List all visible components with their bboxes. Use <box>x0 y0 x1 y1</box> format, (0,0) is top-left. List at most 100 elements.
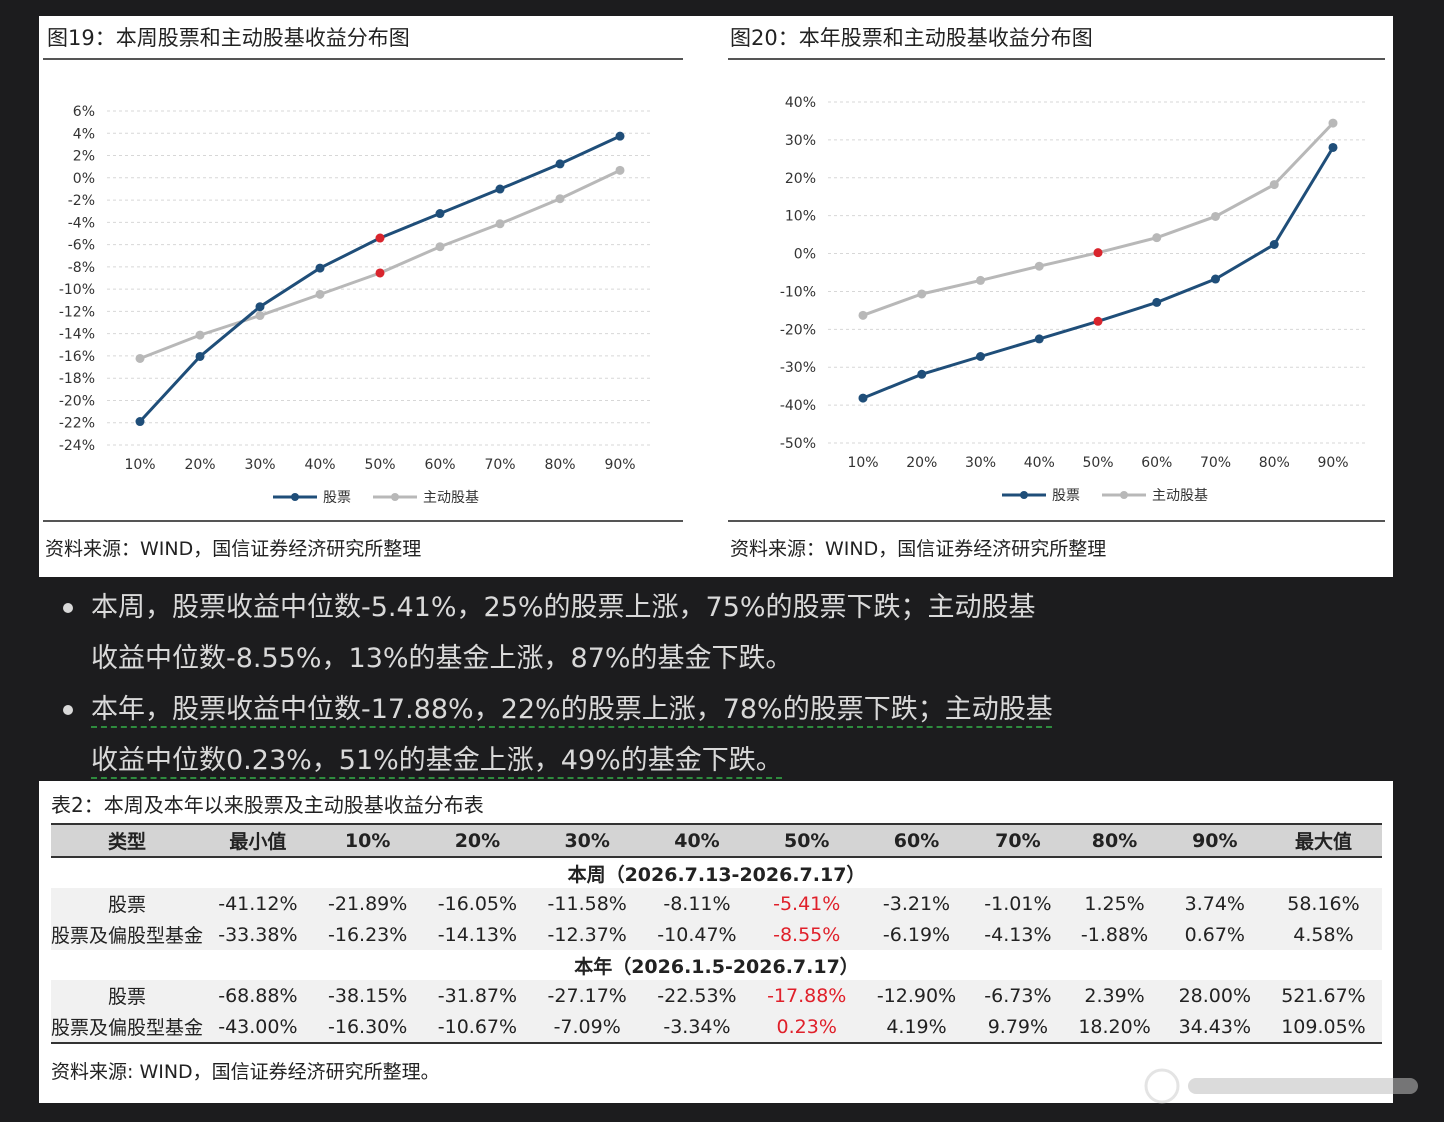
data-point <box>555 194 565 204</box>
col-header: 最小值 <box>203 823 313 858</box>
data-point <box>1211 274 1220 284</box>
table-row: 股票及偏股型基金 -43.00% -16.30% -10.67% -7.09% -3.34… <box>51 1011 1382 1044</box>
row-label: 股票 <box>51 980 204 1011</box>
row-label: 股票 <box>51 888 204 919</box>
series-line-stocks <box>138 134 621 423</box>
col-header: 最大值 <box>1264 823 1382 858</box>
bullet-weekly: 本周，股票收益中位数-5.41%，25%的股票上涨，75%的股票下跌；主动股基 … <box>60 582 1220 684</box>
table-header-row: 类型 最小值 10% 20% 30% 40% 50% 60% 70% 80% 9… <box>51 823 1382 858</box>
data-point <box>615 131 625 141</box>
table-cell: 28.00% <box>1164 980 1265 1011</box>
col-header: 60% <box>861 823 972 858</box>
legend-swatch-dot <box>1020 491 1028 499</box>
x-tick-label: 10% <box>124 457 155 473</box>
x-tick-label: 10% <box>847 455 878 471</box>
x-tick-label: 80% <box>1259 455 1290 471</box>
data-point <box>1269 240 1279 250</box>
data-point <box>135 353 145 363</box>
table-cell: 1.25% <box>1064 888 1165 919</box>
fig20-source: 资料来源：WIND，国信证券经济研究所整理 <box>730 538 1107 560</box>
table-cell: -4.13% <box>971 919 1065 950</box>
series-line-active-funds <box>862 122 1335 317</box>
x-tick-label: 60% <box>424 457 455 473</box>
table-cell: -41.12% <box>203 888 313 919</box>
table-cell: 4.19% <box>861 1011 972 1044</box>
x-tick-label: 40% <box>304 457 335 473</box>
data-point <box>255 302 265 312</box>
bullet-dot <box>63 705 73 715</box>
table-cell: -68.88% <box>203 980 313 1011</box>
y-tick-label: 10% <box>785 209 816 225</box>
legend-swatch-dot <box>391 493 399 501</box>
fig19-title: 图19：本周股票和主动股基收益分布图 <box>47 26 410 50</box>
bullet-weekly-line1: 本周，股票收益中位数-5.41%，25%的股票上涨，75%的股票下跌；主动股基 <box>91 592 1036 623</box>
row-label: 股票及偏股型基金 <box>51 919 204 950</box>
legend-label: 主动股基 <box>1152 487 1208 504</box>
table-cell: -43.00% <box>203 1011 313 1044</box>
y-tick-label: -14% <box>59 327 95 343</box>
table-cell: -14.13% <box>422 919 533 950</box>
table-cell: -31.87% <box>422 980 533 1011</box>
table-cell: -1.88% <box>1064 919 1165 950</box>
data-point <box>1093 248 1103 258</box>
bullet-ytd-line2: 收益中位数0.23%，51%的基金上涨，49%的基金下跌。 <box>91 745 783 776</box>
x-tick-label: 90% <box>1317 455 1348 471</box>
watermark-logo <box>1144 1068 1418 1104</box>
table-cell: -27.17% <box>532 980 643 1011</box>
data-point <box>1269 180 1279 190</box>
table-cell: 521.67% <box>1264 980 1382 1011</box>
table-cell: 4.58% <box>1264 919 1382 950</box>
data-point <box>917 369 927 379</box>
fig20-source-rule <box>728 520 1385 522</box>
data-point <box>195 351 205 361</box>
table-cell: -12.90% <box>861 980 972 1011</box>
x-tick-label: 30% <box>965 455 996 471</box>
table-cell: -22.53% <box>642 980 752 1011</box>
data-point <box>195 330 205 340</box>
data-point <box>1152 233 1162 243</box>
table-cell: -38.15% <box>312 980 423 1011</box>
data-point <box>976 351 985 361</box>
table-cell: -6.19% <box>861 919 972 950</box>
bullet-dot <box>63 603 73 613</box>
y-tick-label: -4% <box>68 215 95 231</box>
col-header: 类型 <box>51 823 204 858</box>
y-tick-label: -12% <box>59 304 95 320</box>
data-point <box>315 289 325 299</box>
data-point <box>1152 297 1162 307</box>
data-point <box>858 310 868 320</box>
table-cell: -3.34% <box>642 1011 752 1044</box>
fig19-title-rule <box>43 58 683 60</box>
y-tick-label: 6% <box>73 104 95 120</box>
table-cell: 34.43% <box>1164 1011 1265 1044</box>
series-line-stocks <box>862 146 1335 400</box>
table-section-row: 本周（2026.7.13-2026.7.17） <box>51 857 1382 888</box>
table-cell: -3.21% <box>861 888 972 919</box>
data-point <box>495 184 505 194</box>
y-tick-label: -20% <box>780 322 816 338</box>
data-point <box>615 165 625 175</box>
legend-swatch-dot <box>1120 491 1128 499</box>
y-tick-label: 30% <box>785 133 816 149</box>
fig19-source: 资料来源：WIND，国信证券经济研究所整理 <box>45 538 422 560</box>
table-cell: 9.79% <box>971 1011 1065 1044</box>
data-point <box>555 159 565 169</box>
y-tick-label: -2% <box>68 193 95 209</box>
chart-ytd-distribution: 40% 30% 20% 10% 0% -10% -20% -30% -40% -50% 10% 20%… <box>780 95 1368 504</box>
section-label: 本周（2026.7.13-2026.7.17） <box>51 857 1382 888</box>
distribution-table: 类型 最小值 10% 20% 30% 40% 50% 60% 70% 80% 9… <box>51 823 1382 1044</box>
y-tick-label: -50% <box>780 436 816 452</box>
x-tick-label: 70% <box>1200 455 1231 471</box>
x-tick-label: 30% <box>244 457 275 473</box>
col-header: 90% <box>1164 823 1265 858</box>
table-cell: -33.38% <box>203 919 313 950</box>
table-cell: -16.30% <box>312 1011 423 1044</box>
charts-panel: 图19：本周股票和主动股基收益分布图 6% 4% 2% 0% -2% -4% -6% -8% -… <box>39 16 1393 577</box>
legend-label: 股票 <box>1052 488 1080 504</box>
y-tick-label: -8% <box>68 260 95 276</box>
data-point <box>375 268 385 278</box>
x-tick-label: 60% <box>1141 455 1172 471</box>
data-point <box>1034 334 1044 344</box>
table-cell: -16.05% <box>422 888 533 919</box>
table-cell: -10.47% <box>642 919 752 950</box>
